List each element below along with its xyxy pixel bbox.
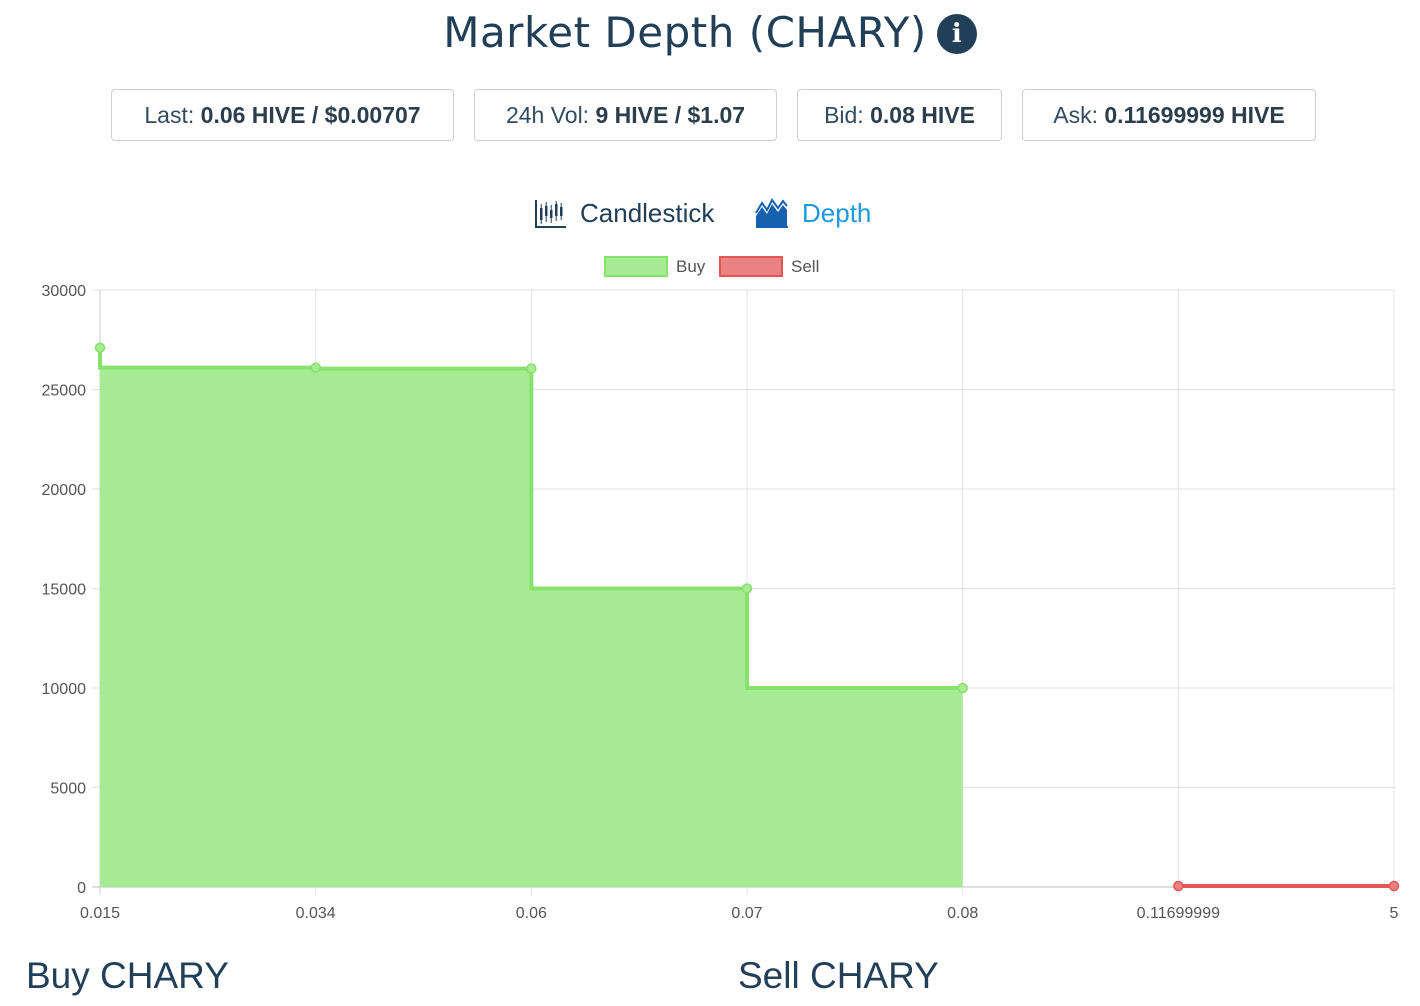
stat-volume: 24h Vol: 9 HIVE / $1.07 (474, 89, 777, 141)
candlestick-chart-icon (535, 200, 566, 228)
x-tick-label: 0.034 (296, 905, 336, 922)
y-tick-label: 5000 (50, 781, 86, 798)
sell-section-title: Sell CHARY (738, 955, 939, 996)
buy-point (526, 363, 537, 374)
y-tick-label: 0 (77, 880, 86, 897)
y-tick-label: 20000 (42, 482, 87, 499)
tab-depth[interactable]: Depth (755, 195, 871, 231)
x-tick-label: 0.06 (516, 905, 547, 922)
tab-depth-label: Depth (802, 197, 872, 228)
stat-last-label: Last: (144, 102, 201, 128)
sell-point (1388, 880, 1400, 892)
stat-bid: Bid: 0.08 HIVE (797, 89, 1002, 141)
stat-ask-label: Ask: (1053, 102, 1105, 128)
depth-chart: 0 5000 10000 15000 20000 25000 30000 0.015 0.034… (42, 256, 1400, 922)
stat-ask-value: 0.11699999 HIVE (1104, 102, 1285, 128)
x-tick-label: 0.08 (947, 905, 978, 922)
stat-volume-value: 9 HIVE / $1.07 (595, 102, 746, 128)
tab-candlestick-label: Candlestick (580, 197, 715, 228)
x-tick-label: 0.07 (731, 905, 762, 922)
x-tick-label: 0.11699999 (1137, 905, 1220, 922)
sell-point (1173, 880, 1184, 892)
stat-last-value: 0.06 HIVE / $0.00707 (200, 102, 421, 128)
x-tick-label: 0.015 (80, 905, 120, 922)
stat-bid-label: Bid: (824, 102, 871, 128)
page-title: Market Depth (CHARY) (443, 8, 927, 57)
y-tick-label: 10000 (42, 681, 87, 698)
buy-point (310, 362, 321, 373)
stat-ask: Ask: 0.11699999 HIVE (1022, 89, 1316, 141)
stats-bar: Last: 0.06 HIVE / $0.00707 24h Vol: 9 HI… (0, 89, 1420, 143)
tab-candlestick[interactable]: Candlestick (535, 195, 714, 231)
y-tick-label: 15000 (42, 582, 87, 599)
area-chart-icon (755, 198, 788, 228)
legend-buy-label: Buy (676, 257, 706, 276)
stat-bid-value: 0.08 HIVE (870, 102, 975, 128)
y-tick-label: 30000 (42, 283, 87, 300)
stat-last: Last: 0.06 HIVE / $0.00707 (111, 89, 454, 141)
legend-sell-swatch (719, 256, 783, 277)
y-tick-label: 25000 (42, 383, 87, 400)
buy-point (957, 682, 968, 694)
legend-buy-swatch (604, 256, 668, 277)
x-tick-label: 5 (1390, 905, 1399, 922)
buy-point (94, 342, 106, 353)
legend-sell-label: Sell (791, 257, 819, 276)
buy-point (741, 583, 753, 594)
stat-volume-label: 24h Vol: (505, 102, 596, 128)
info-icon[interactable]: i (936, 13, 977, 54)
buy-area (100, 347, 963, 888)
chart-type-tabs: Candlestick Depth (0, 195, 1420, 235)
title-row: Market Depth (CHARY) i (0, 8, 1420, 57)
buy-section-title: Buy CHARY (26, 955, 229, 996)
